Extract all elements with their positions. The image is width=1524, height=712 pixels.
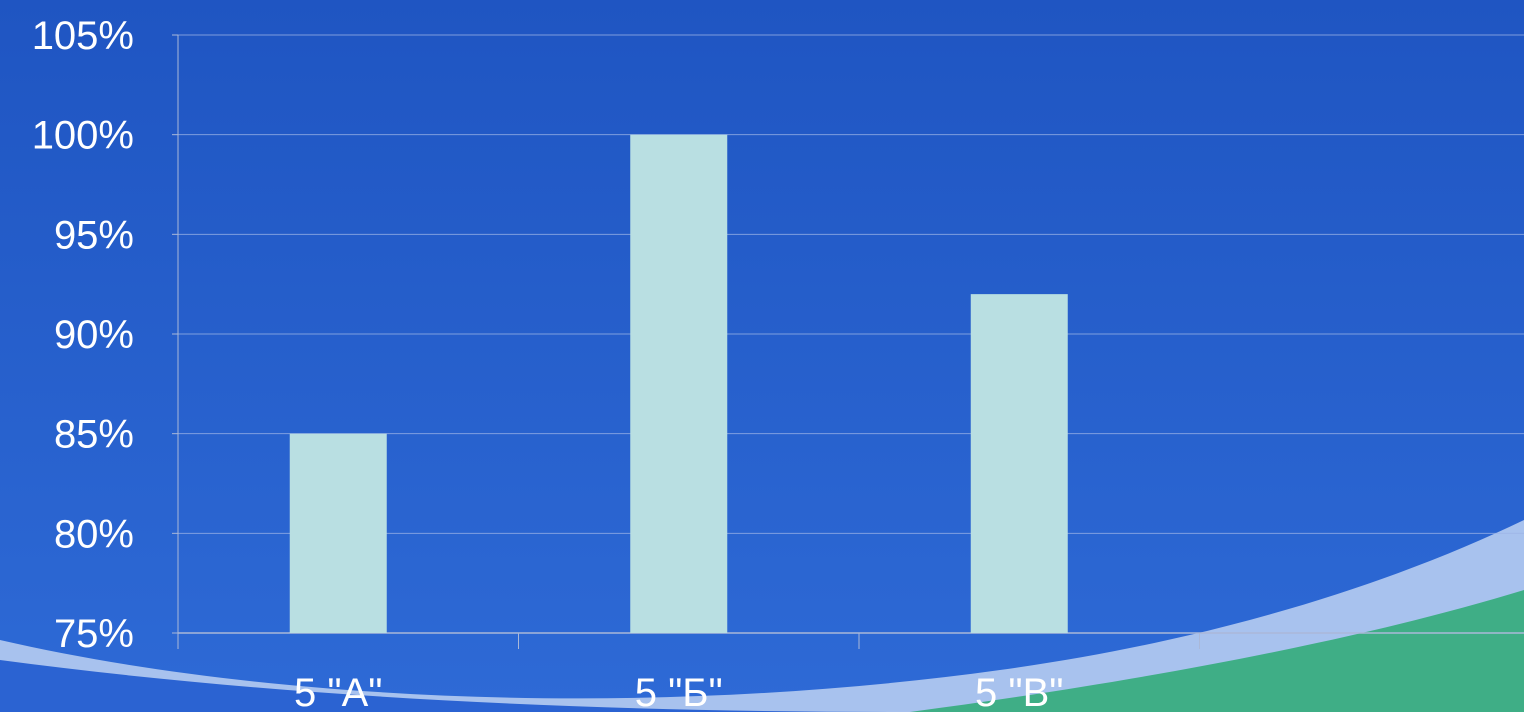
x-tick-label: 5 "А" [294,671,382,712]
x-tick-label: 5 "В" [975,671,1063,712]
bar [630,134,728,633]
x-tick-labels: 5 "А" 5 "Б" 5 "В" [294,671,1063,712]
bar [970,294,1068,633]
decorative-swoosh-light [0,520,1524,712]
y-tick-labels: 75% 80% 85% 90% 95% 100% 105% [32,14,134,656]
bars [289,134,1068,633]
y-tick-label: 75% [54,612,134,656]
y-tick-label: 100% [32,114,134,158]
x-tick-label: 5 "Б" [635,671,723,712]
decorative-swoosh-green [910,590,1524,712]
y-tick-label: 95% [54,213,134,257]
axes [172,34,1524,649]
y-tick-label: 85% [54,413,134,457]
y-tick-label: 80% [54,512,134,556]
decorative-swoosh-blue [0,660,900,712]
y-tick-label: 105% [32,14,134,58]
y-tick-label: 90% [54,313,134,357]
bar [289,433,387,633]
